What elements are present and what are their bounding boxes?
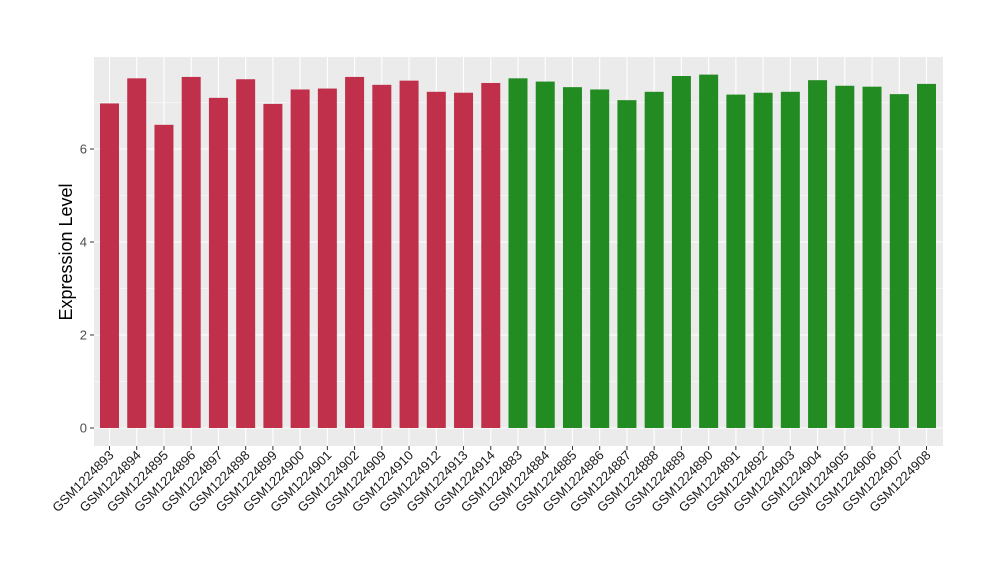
bar-GSM1224905 [835, 85, 855, 428]
y-axis-title: Expression Level [56, 183, 76, 320]
bar-GSM1224883 [508, 78, 528, 428]
bar-GSM1224899 [263, 103, 283, 429]
bar-GSM1224901 [317, 88, 337, 429]
bars [100, 74, 936, 429]
bar-GSM1224886 [590, 89, 610, 428]
bar-GSM1224889 [671, 75, 691, 429]
bar-GSM1224888 [644, 91, 664, 429]
bar-GSM1224900 [290, 89, 310, 428]
bar-GSM1224913 [454, 92, 474, 429]
bar-GSM1224890 [699, 74, 719, 428]
x-axis: GSM1224893GSM1224894GSM1224895GSM1224896… [49, 446, 934, 515]
bar-GSM1224902 [345, 76, 365, 429]
bar-GSM1224885 [562, 87, 582, 428]
bar-GSM1224884 [535, 81, 555, 428]
bar-GSM1224893 [100, 103, 119, 429]
y-axis: 0 2 4 6 [80, 142, 94, 436]
y-tick-label: 2 [80, 328, 87, 343]
bar-GSM1224914 [481, 82, 501, 428]
bar-GSM1224897 [208, 97, 228, 428]
bar-GSM1224909 [372, 84, 392, 428]
bar-GSM1224906 [862, 86, 882, 428]
y-tick-label: 6 [80, 142, 87, 157]
bar-GSM1224895 [154, 124, 174, 428]
bar-GSM1224891 [726, 94, 746, 428]
bar-GSM1224903 [780, 91, 800, 429]
bar-GSM1224904 [808, 80, 828, 429]
bar-GSM1224887 [617, 100, 637, 429]
y-tick-label: 0 [80, 421, 87, 436]
bar-GSM1224912 [426, 91, 446, 429]
bar-GSM1224898 [236, 79, 256, 428]
bar-GSM1224910 [399, 80, 419, 429]
bar-GSM1224907 [889, 94, 909, 428]
bar-GSM1224908 [917, 83, 936, 429]
bar-GSM1224894 [127, 78, 147, 428]
bar-GSM1224892 [753, 92, 773, 429]
y-tick-label: 4 [80, 235, 87, 250]
bar-GSM1224896 [181, 76, 201, 429]
